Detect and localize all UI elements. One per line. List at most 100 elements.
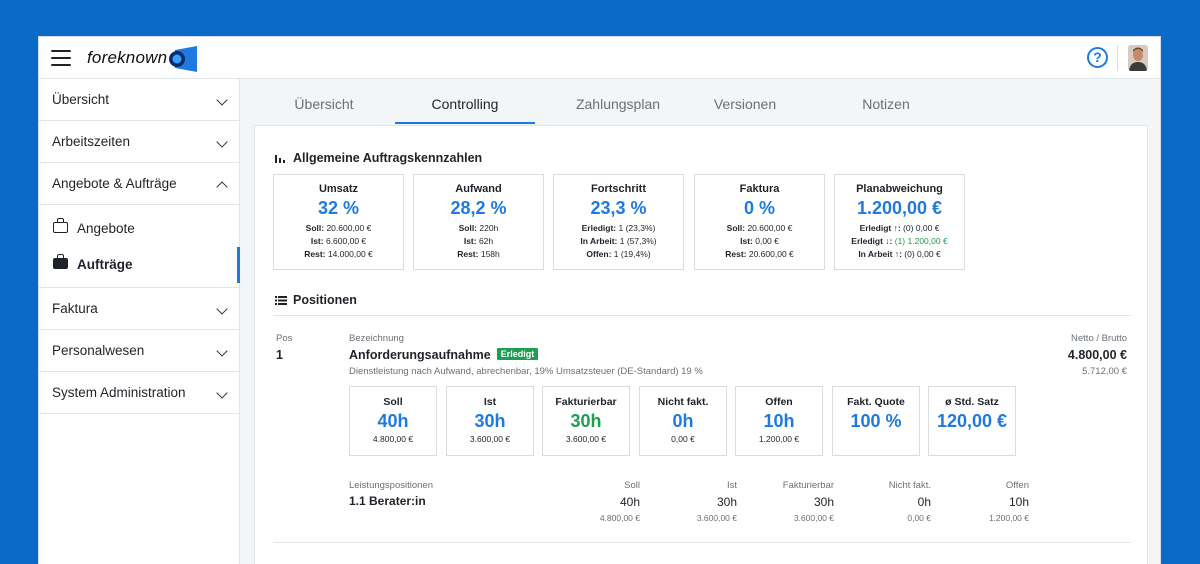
kpi-key: Soll: bbox=[305, 223, 325, 233]
sidebar-item-label: Faktura bbox=[52, 301, 98, 316]
tab-zahlungsplan[interactable]: Zahlungsplan bbox=[575, 96, 661, 112]
kpi-label: Planabweichung bbox=[856, 183, 943, 195]
chevron-up-icon bbox=[216, 181, 228, 193]
sidebar-item-label: System Administration bbox=[52, 385, 186, 400]
service-col-value: 40h bbox=[619, 495, 640, 509]
kpi-val: 20.600,00 € bbox=[324, 223, 372, 233]
metric-sub: 3.600,00 € bbox=[469, 434, 511, 444]
kpi-key: In Arbeit: bbox=[580, 236, 618, 246]
divider bbox=[273, 542, 1131, 543]
avatar[interactable] bbox=[1128, 45, 1148, 71]
tab-versionen[interactable]: Versionen bbox=[713, 96, 777, 112]
kpi-key: Offen: bbox=[586, 249, 612, 259]
metric-sub: 0,00 € bbox=[671, 434, 695, 444]
net-gross-header: Netto / Brutto bbox=[1071, 333, 1127, 344]
service-col-fakturierbar: Fakturierbar 30h 3.600,00 € bbox=[754, 480, 834, 523]
service-col-value: 30h bbox=[716, 495, 737, 509]
tab-bar: Übersicht Controlling Zahlungsplan Versi… bbox=[240, 79, 1160, 124]
kpi-val: 6.600,00 € bbox=[323, 236, 367, 246]
tab-notizen[interactable]: Notizen bbox=[862, 96, 910, 112]
app-window: foreknown ? Übersicht Arbeitszeiten Ange… bbox=[38, 36, 1161, 564]
metric-label: Soll bbox=[383, 396, 403, 408]
kpi-card-fortschritt: Fortschritt 23,3 % Erledigt: 1 (23,3%) I… bbox=[553, 174, 684, 270]
sidebar-item-angebote-auftraege[interactable]: Angebote & Aufträge bbox=[39, 163, 239, 205]
kpi-key: Ist: bbox=[310, 236, 324, 246]
sidebar-item-faktura[interactable]: Faktura bbox=[39, 288, 239, 330]
kpi-label: Faktura bbox=[739, 183, 780, 195]
sidebar-item-arbeitszeiten[interactable]: Arbeitszeiten bbox=[39, 121, 239, 163]
kpi-val: (0) 0,00 € bbox=[901, 249, 941, 259]
metric-nicht-fakt: Nicht fakt. 0h 0,00 € bbox=[639, 386, 727, 456]
kpi-card-umsatz: Umsatz 32 % Soll: 20.600,00 € Ist: 6.600… bbox=[273, 174, 404, 270]
sidebar-item-personalwesen[interactable]: Personalwesen bbox=[39, 330, 239, 372]
service-col-nicht-fakt: Nicht fakt. 0h 0,00 € bbox=[851, 480, 931, 523]
service-row[interactable]: 1.1 Berater:in bbox=[349, 494, 426, 508]
kpi-key: Rest: bbox=[457, 249, 479, 259]
tab-controlling[interactable]: Controlling bbox=[395, 79, 535, 124]
metric-value: 10h bbox=[763, 411, 795, 431]
kpi-label: Umsatz bbox=[318, 183, 359, 195]
metric-std-satz: ø Std. Satz 120,00 € bbox=[928, 386, 1016, 456]
metric-value: 100 % bbox=[850, 411, 902, 431]
kpi-key: Ist: bbox=[740, 236, 753, 246]
controlling-panel: Allgemeine Auftragskennzahlen Umsatz 32 … bbox=[254, 125, 1148, 564]
service-col-sub: 3.600,00 € bbox=[696, 513, 737, 523]
service-col-header: Offen bbox=[1005, 480, 1029, 491]
service-col-ist: Ist 30h 3.600,00 € bbox=[657, 480, 737, 523]
service-col-sub: 4.800,00 € bbox=[599, 513, 640, 523]
kpi-card-planabweichung: Planabweichung 1.200,00 € Erledigt ↑: (0… bbox=[834, 174, 965, 270]
service-col-sub: 0,00 € bbox=[907, 513, 931, 523]
metric-sub: 3.600,00 € bbox=[565, 434, 607, 444]
kpi-key: Ist: bbox=[463, 236, 477, 246]
metric-label: Fakturierbar bbox=[555, 396, 617, 408]
kpi-key: Erledigt: bbox=[581, 223, 617, 233]
chevron-down-icon bbox=[216, 303, 228, 315]
kpi-val: 62h bbox=[476, 236, 494, 246]
menu-icon[interactable] bbox=[51, 50, 71, 66]
kpi-key: Soll: bbox=[726, 223, 746, 233]
sidebar-item-system-administration[interactable]: System Administration bbox=[39, 372, 239, 414]
briefcase-icon bbox=[53, 218, 68, 233]
sidebar-item-uebersicht[interactable]: Übersicht bbox=[39, 79, 239, 121]
sidebar-subitem-label: Angebote bbox=[77, 221, 135, 236]
metric-fakt-quote: Fakt. Quote 100 % bbox=[832, 386, 920, 456]
service-col-offen: Offen 10h 1.200,00 € bbox=[949, 480, 1029, 523]
position-description: Dienstleistung nach Aufwand, abrechenbar… bbox=[349, 366, 703, 377]
sidebar-item-label: Angebote & Aufträge bbox=[52, 176, 177, 191]
net-amount: 4.800,00 € bbox=[1067, 348, 1127, 362]
sidebar-subitem-angebote[interactable]: Angebote bbox=[39, 211, 239, 247]
sidebar: Übersicht Arbeitszeiten Angebote & Auftr… bbox=[39, 79, 240, 564]
kpi-value: 0 % bbox=[743, 198, 776, 218]
kpi-value: 32 % bbox=[317, 198, 360, 218]
metric-soll: Soll 40h 4.800,00 € bbox=[349, 386, 437, 456]
kpi-key: Soll: bbox=[458, 223, 478, 233]
brand-name: foreknown bbox=[87, 48, 168, 67]
kpi-label: Fortschritt bbox=[591, 183, 646, 195]
position-row[interactable]: Anforderungsaufnahme Erledigt bbox=[349, 348, 539, 362]
pos-header: Pos bbox=[276, 333, 293, 344]
chevron-down-icon bbox=[216, 94, 228, 106]
sidebar-subitem-auftraege[interactable]: Aufträge bbox=[39, 247, 240, 283]
services-header: Leistungspositionen bbox=[349, 480, 433, 491]
service-col-value: 10h bbox=[1008, 495, 1029, 509]
metric-value: 30h bbox=[570, 411, 602, 431]
kpi-value: 1.200,00 € bbox=[856, 198, 943, 218]
sidebar-item-label: Arbeitszeiten bbox=[52, 134, 131, 149]
service-col-sub: 3.600,00 € bbox=[793, 513, 834, 523]
metric-offen: Offen 10h 1.200,00 € bbox=[735, 386, 823, 456]
kpi-value: 28,2 % bbox=[450, 198, 507, 218]
metric-label: Nicht fakt. bbox=[657, 396, 709, 408]
kpi-val: 20.600,00 € bbox=[746, 249, 794, 259]
chevron-down-icon bbox=[216, 387, 228, 399]
question-circle-icon[interactable]: ? bbox=[1087, 47, 1108, 68]
metric-value: 30h bbox=[474, 411, 506, 431]
header-divider bbox=[1117, 45, 1118, 71]
kpi-key: Rest: bbox=[725, 249, 747, 259]
kpi-label: Aufwand bbox=[455, 183, 502, 195]
tab-uebersicht[interactable]: Übersicht bbox=[294, 96, 354, 112]
kpi-val: 14.000,00 € bbox=[325, 249, 373, 259]
bar-chart-icon bbox=[275, 155, 285, 163]
kpi-val: (0) 0,00 € bbox=[900, 223, 940, 233]
list-icon bbox=[275, 296, 287, 305]
